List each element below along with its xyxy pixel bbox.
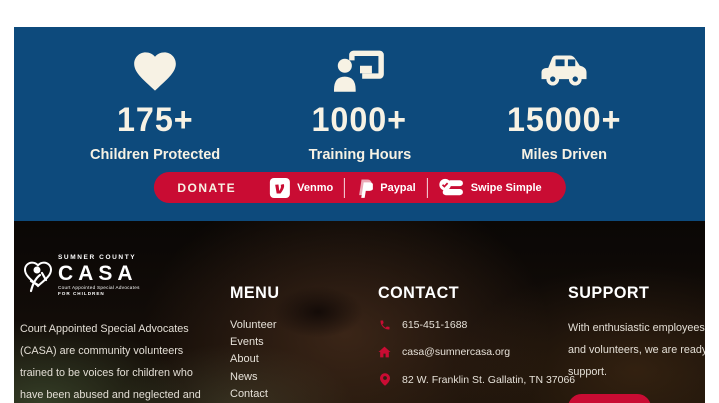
stat-label: Training Hours [308,146,411,163]
footer-menu-column: MENU Volunteer Events About News Contact… [230,283,282,403]
donate-link[interactable]: DONATE [177,180,237,195]
divider [344,177,346,198]
donate-button[interactable]: DONATE [568,394,651,403]
donate-bar: DONATE Venmo Paypal [153,172,566,203]
casa-logo[interactable]: SUMNER COUNTY CASA Court Appointed Speci… [20,254,216,300]
stat-label: Miles Driven [521,146,608,163]
footer: SUMNER COUNTY CASA Court Appointed Speci… [14,221,705,403]
footer-contact-column: CONTACT 615-451-1688 [378,283,575,401]
menu-heading: MENU [230,283,280,302]
logo-acronym: CASA [58,261,138,285]
payment-label: Venmo [297,181,334,194]
menu-item-volunteer[interactable]: Volunteer [230,319,277,331]
paypal-payment-option[interactable]: Paypal [356,178,416,198]
stats-section: 175+ Children Protected 1000+ Training H… [14,27,705,221]
about-text: Court Appointed Special Advocates (CASA)… [20,323,201,401]
menu-item-news[interactable]: News [230,370,258,383]
footer-support-column: SUPPORT With enthusiastic employees and … [568,283,705,403]
home-icon [378,346,391,358]
divider [426,177,428,198]
training-icon [333,41,386,97]
email-address: casa@sumnercasa.org [402,346,511,358]
menu-item-contact[interactable]: Contact [230,387,268,400]
venmo-icon [270,177,291,198]
stat-training-hours: 1000+ Training Hours [259,41,461,163]
phone-icon [378,319,391,331]
menu-list: Volunteer Events About News Contact Dona… [230,317,282,403]
footer-about-column: SUMNER COUNTY CASA Court Appointed Speci… [20,254,216,403]
contact-email[interactable]: casa@sumnercasa.org [378,346,575,358]
paypal-icon [356,178,374,198]
street-address: 82 W. Franklin St. Gallatin, TN 37066 [402,373,576,386]
car-icon [537,41,591,97]
swipe-simple-payment-option[interactable]: Swipe Simple [439,178,542,198]
logo-org: SUMNER COUNTY [58,254,137,261]
casa-heart-icon [20,255,56,300]
casa-logo-text: SUMNER COUNTY CASA Court Appointed Speci… [58,254,140,296]
payment-label: Paypal [380,181,416,194]
stats-row: 175+ Children Protected 1000+ Training H… [14,27,705,163]
contact-phone[interactable]: 615-451-1688 [378,319,575,331]
payment-label: Swipe Simple [470,181,542,194]
stat-children-protected: 175+ Children Protected [54,41,256,163]
venmo-payment-option[interactable]: Venmo [270,177,334,198]
stat-value: 15000+ [506,101,622,139]
contact-heading: CONTACT [378,283,460,302]
support-heading: SUPPORT [568,283,650,302]
phone-number: 615-451-1688 [402,319,468,331]
stat-label: Children Protected [89,146,220,163]
menu-item-about[interactable]: About [230,353,259,366]
heart-icon [130,41,180,97]
map-pin-icon [378,373,391,386]
contact-address[interactable]: 82 W. Franklin St. Gallatin, TN 37066 [378,373,575,386]
contact-rows: 615-451-1688 casa@sumnercasa.org [378,319,575,386]
stat-miles-driven: 15000+ Miles Driven [463,41,665,163]
stat-value: 1000+ [311,101,408,139]
menu-item-events[interactable]: Events [230,336,264,349]
logo-subline: FOR CHILDREN [58,290,105,296]
support-text: With enthusiastic employees and voluntee… [568,322,705,378]
stat-value: 175+ [116,101,194,139]
logo-tagline: Court Appointed Special Advocates [58,284,140,290]
swipe-simple-icon [439,178,464,198]
